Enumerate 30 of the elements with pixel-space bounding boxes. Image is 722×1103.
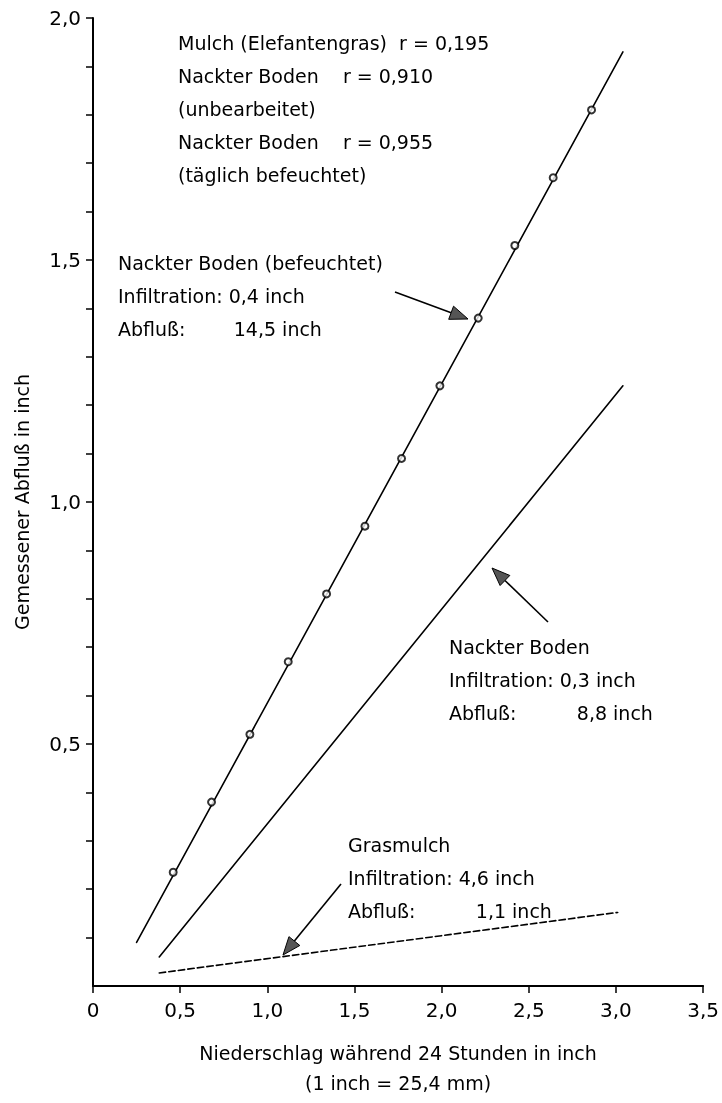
x-tick-label: 2,5 (512, 998, 545, 1022)
x-axis-title: Niederschlag während 24 Stunden in inch (1 inch = 25,4 mm) (199, 1042, 597, 1094)
y-axis-title: Gemessener Abfluß in inch (10, 374, 33, 630)
point (473, 313, 483, 323)
point (283, 657, 293, 667)
annotation: Nackter Boden (befeuchtet) Infiltration: 0,4 inch Abfluß: 14,5 inch (118, 251, 383, 340)
x-tick-label: 0 (86, 998, 100, 1022)
point (587, 105, 597, 115)
point (360, 521, 370, 531)
x-tick-label: 1,0 (251, 998, 284, 1022)
point (168, 867, 178, 877)
point (207, 797, 217, 807)
x-tick-label: 3,5 (687, 998, 719, 1022)
annotation: Grasmulch Infiltration: 4,6 inch Abfluß: 1,1 inch (348, 833, 552, 922)
point (245, 729, 255, 739)
x-tick-label: 2,0 (425, 998, 458, 1022)
x-tick-label: 1,5 (338, 998, 371, 1022)
point (548, 173, 558, 183)
x-tick-label: 0,5 (164, 998, 197, 1022)
y-tick-label: 2,0 (49, 6, 81, 30)
y-tick-label: 1,0 (49, 490, 81, 514)
point (322, 589, 332, 599)
y-tick-label: 0,5 (49, 732, 81, 756)
annotation: Mulch (Elefantengras) r = 0,195 Nackter Boden r = 0,910 (unbearbeitet) Nackter Boden r = 0,955 (täglich befeuchtet) (178, 31, 490, 186)
annotation: Nackter Boden Infiltration: 0,3 inch Abfluß: 8,8 inch (449, 635, 653, 724)
point (510, 240, 520, 250)
point (397, 453, 407, 463)
x-tick-label: 3,0 (600, 998, 632, 1022)
y-tick-label: 1,5 (49, 248, 81, 272)
point (435, 381, 445, 391)
